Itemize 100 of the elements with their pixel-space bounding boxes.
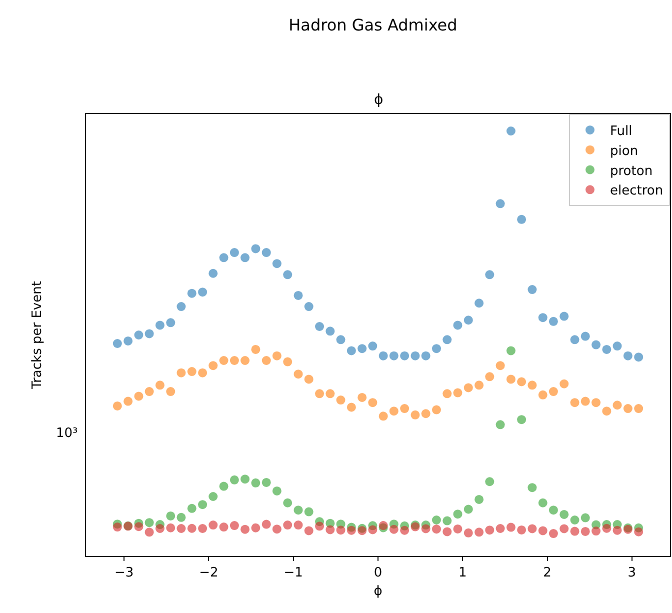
point (453, 524, 462, 534)
point (219, 253, 228, 262)
point (453, 388, 462, 398)
point (410, 410, 420, 420)
y-axis-title: Tracks per Event (30, 281, 45, 390)
point (474, 380, 484, 390)
point (485, 372, 494, 382)
point (538, 526, 548, 536)
point (304, 526, 314, 536)
point (580, 513, 590, 522)
point (134, 522, 144, 532)
point (315, 522, 324, 531)
point (570, 398, 580, 408)
point (560, 524, 569, 534)
point (538, 313, 548, 322)
point (198, 288, 208, 297)
point (506, 346, 516, 356)
x-tick-label: 1 (458, 566, 467, 581)
point (346, 402, 356, 412)
point (176, 368, 186, 378)
point (283, 498, 292, 508)
point (378, 412, 388, 421)
point (560, 379, 569, 388)
point (304, 374, 314, 384)
point (134, 392, 144, 401)
point (144, 528, 154, 537)
point (421, 351, 430, 360)
point (124, 336, 133, 346)
point (464, 383, 473, 392)
point (240, 356, 250, 365)
point (496, 420, 505, 430)
legend-label: electron (610, 184, 664, 199)
point (187, 524, 196, 533)
point (485, 526, 494, 535)
point (580, 526, 590, 536)
point (485, 477, 494, 486)
point (240, 253, 250, 262)
point (251, 523, 260, 532)
point (294, 290, 303, 300)
point (294, 520, 303, 530)
point (166, 511, 176, 520)
point (112, 339, 122, 348)
point (570, 516, 580, 524)
point (453, 510, 462, 519)
point (176, 302, 186, 312)
point (560, 312, 569, 321)
point (262, 478, 271, 487)
point (442, 516, 452, 526)
point (517, 525, 526, 534)
x-tick-label: 3 (628, 566, 636, 581)
point (283, 270, 292, 280)
point (432, 405, 441, 414)
point (187, 288, 196, 298)
point (602, 524, 612, 533)
point (240, 474, 250, 484)
point (560, 510, 569, 519)
point (336, 396, 346, 405)
point (517, 214, 526, 224)
point (251, 244, 260, 254)
point (155, 380, 164, 390)
point (570, 526, 580, 536)
point (432, 516, 441, 524)
point (570, 335, 580, 344)
x-tick-label: −2 (199, 566, 218, 581)
point (464, 504, 473, 514)
point (262, 248, 271, 258)
point (358, 526, 367, 536)
chart-title: Hadron Gas Admixed (288, 16, 458, 35)
point (304, 302, 314, 312)
point (326, 326, 335, 336)
point (389, 406, 398, 416)
point (283, 520, 292, 530)
point (251, 344, 260, 354)
point (294, 370, 303, 379)
point (623, 351, 632, 360)
point (528, 380, 537, 390)
legend-label: Full (610, 124, 632, 140)
point (166, 318, 176, 328)
point (208, 268, 218, 278)
point (432, 344, 441, 354)
point (198, 524, 208, 533)
point (240, 524, 250, 534)
point (442, 335, 452, 344)
point (442, 389, 452, 398)
point (612, 526, 622, 535)
point (602, 406, 612, 416)
point (538, 390, 548, 400)
legend-label: pion (610, 144, 638, 159)
point (230, 521, 239, 530)
point (219, 522, 228, 532)
point (517, 377, 526, 386)
point (326, 525, 335, 534)
point (198, 500, 208, 510)
point (283, 357, 292, 366)
point (474, 494, 484, 504)
point (272, 486, 282, 496)
point (634, 527, 644, 536)
legend-label: proton (610, 164, 653, 179)
point (230, 248, 239, 258)
point (378, 351, 388, 360)
